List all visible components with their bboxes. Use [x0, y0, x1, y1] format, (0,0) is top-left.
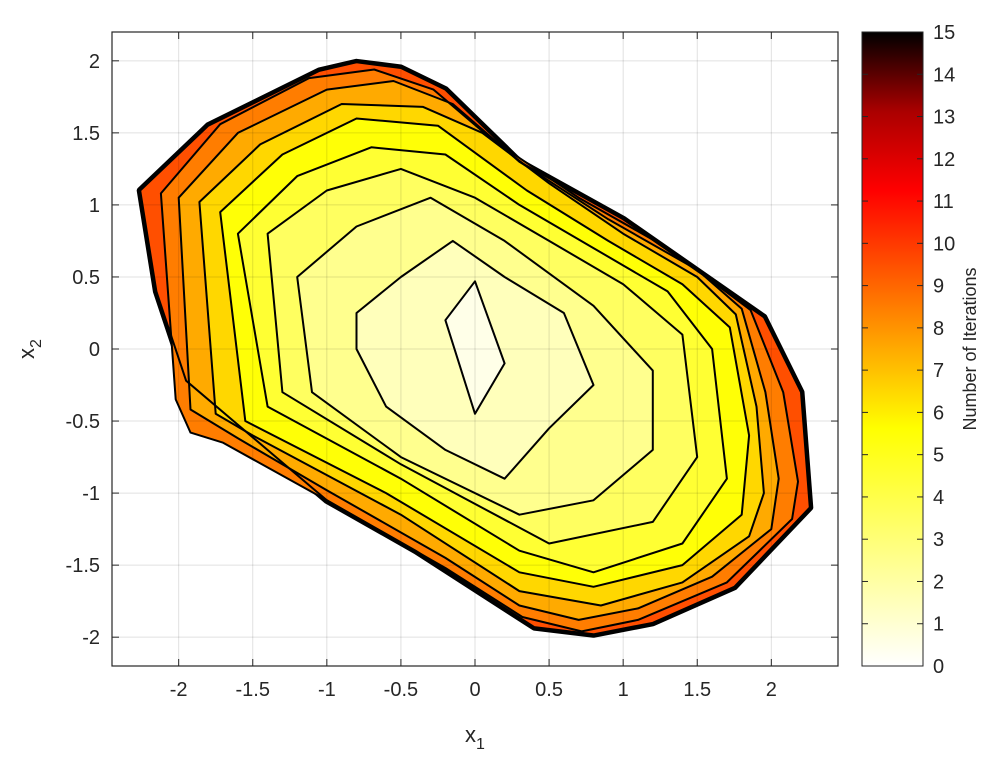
colorbar-label: Number of Iterations [960, 267, 980, 430]
colorbar-tick-label: 1 [933, 614, 944, 636]
y-tick-label: 1.5 [72, 123, 100, 145]
contour-line-level-8 [177, 80, 780, 621]
contour-line-level-9 [159, 68, 799, 633]
x-tick-label: 0 [469, 679, 480, 701]
x-tick-label: 0.5 [535, 679, 563, 701]
y-tick-label: 0.5 [72, 267, 100, 289]
plot-area [112, 32, 838, 666]
x-axis-label: x1 [465, 722, 485, 753]
colorbar-tick-label: 4 [933, 487, 944, 509]
x-tick-label: 1.5 [683, 679, 711, 701]
y-tick-label: 0 [89, 339, 100, 361]
x-tick-label: -2 [170, 679, 188, 701]
contour-line-level-7 [198, 103, 765, 607]
colorbar-tick-label: 9 [933, 276, 944, 298]
colorbar-tick-label: 7 [933, 360, 944, 382]
colorbar-tick-label: 5 [933, 445, 944, 467]
contour-line-level-3 [296, 196, 654, 516]
colorbar-tick-label: 8 [933, 318, 944, 340]
colorbar-tick-label: 0 [933, 656, 944, 678]
x-tick-label: -0.5 [384, 679, 418, 701]
colorbar-tick-label: 12 [933, 149, 955, 171]
contour-line-level-5 [236, 146, 728, 574]
colorbar-tick-label: 10 [933, 233, 955, 255]
y-tick-label: 2 [89, 51, 100, 73]
contour-line-level-2 [355, 239, 595, 480]
contour-region-level-1 [445, 281, 505, 414]
colorbar-tick-label: 2 [933, 571, 944, 593]
x-tick-label: 1 [618, 679, 629, 701]
colorbar-tick-label: 15 [933, 22, 955, 44]
x-tick-label: 2 [766, 679, 777, 701]
y-tick-label: -2 [82, 627, 100, 649]
colorbar-tick-label: 13 [933, 107, 955, 129]
colorbar-tick-label: 11 [933, 191, 954, 213]
axes: -2 -1.5 -1 -0.5 0 0.5 1 1.5 2 -2 -1.5 -1 -0.5 0 0.5 1 1.… [66, 31, 839, 701]
x-tick-label: -1 [318, 679, 336, 701]
contour-line-level-1 [444, 280, 506, 415]
x-tick-label: -1.5 [236, 679, 270, 701]
colorbar-tick-label: 6 [933, 402, 944, 424]
y-tick-label: -1.5 [66, 555, 100, 577]
y-axis-label: x2 [14, 339, 45, 359]
y-tick-label: -0.5 [66, 411, 100, 433]
colorbar-gradient [861, 31, 924, 667]
y-tick-label: -1 [82, 483, 100, 505]
colorbar-tick-label: 3 [933, 529, 944, 551]
y-tick-label: 1 [89, 195, 100, 217]
contour-line-level-6 [219, 117, 751, 588]
contour-line-level-4 [266, 167, 699, 545]
colorbar-tick-label: 14 [933, 64, 955, 86]
